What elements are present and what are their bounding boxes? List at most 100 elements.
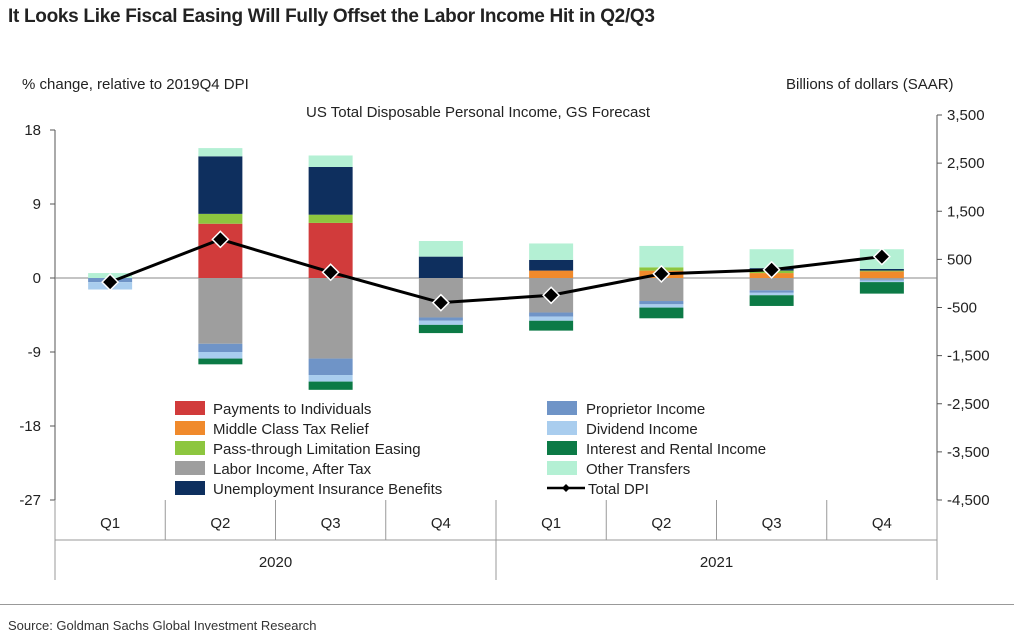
left-tick-label: 0 <box>33 270 41 287</box>
bar-segment <box>308 167 353 215</box>
total-dpi-line <box>109 237 883 305</box>
left-tick-label: 18 <box>24 122 41 139</box>
right-tick-label: -3,500 <box>947 444 990 461</box>
bar-segment <box>308 381 353 390</box>
bar-segment <box>749 292 794 296</box>
bar-segment <box>749 290 794 293</box>
bar-segment <box>529 259 574 271</box>
bar-segment <box>639 278 684 302</box>
legend-swatch <box>547 421 577 435</box>
right-axis-label: Billions of dollars (SAAR) <box>786 76 954 93</box>
right-tick-label: 3,500 <box>947 107 985 124</box>
bar-segment <box>529 316 574 321</box>
bar-segment <box>308 278 353 359</box>
legend-label: Middle Class Tax Relief <box>213 421 369 438</box>
bar-segment <box>198 358 243 365</box>
chart-svg: 18 9 0 -9 -18 -27 3,500 2,500 1,500 500 -500 -1,500… <box>19 107 990 580</box>
total-dpi-point <box>321 263 340 282</box>
total-dpi-point <box>652 264 671 283</box>
total-dpi-point <box>431 293 450 312</box>
bar-segment <box>418 241 463 257</box>
x-tick-label: Q3 <box>321 515 341 532</box>
legend-swatch <box>547 441 577 455</box>
legend-label: Dividend Income <box>586 421 698 438</box>
right-tick-label: 2,500 <box>947 155 985 172</box>
bar-segment <box>859 282 904 294</box>
bar-segment <box>859 279 904 281</box>
bar-segment <box>308 214 353 223</box>
legend-swatch <box>175 401 205 415</box>
left-axis-label: % change, relative to 2019Q4 DPI <box>22 76 249 93</box>
bar-segment <box>859 271 904 278</box>
left-tick-label: -27 <box>19 492 41 509</box>
x-tick-label: Q4 <box>431 515 451 532</box>
total-dpi-point <box>101 273 120 292</box>
source-note: Source: Goldman Sachs Global Investment … <box>8 618 317 633</box>
legend-label: Payments to Individuals <box>213 401 371 418</box>
x-tick-label: Q2 <box>210 515 230 532</box>
legend-label: Total DPI <box>588 481 649 498</box>
legend-label: Interest and Rental Income <box>586 441 766 458</box>
bar-segment <box>308 375 353 382</box>
right-tick-label: -4,500 <box>947 492 990 509</box>
bar-segment <box>749 278 794 291</box>
bar-segment <box>198 352 243 359</box>
legend-label: Pass-through Limitation Easing <box>213 441 421 458</box>
bar-segment <box>529 243 574 260</box>
bar-segment <box>749 295 794 306</box>
bar-segment <box>198 156 243 214</box>
x-tick-label: Q3 <box>762 515 782 532</box>
total-dpi-point <box>211 230 230 249</box>
legend-swatch <box>547 401 577 415</box>
right-tick-label: -500 <box>947 300 977 317</box>
bar-segment <box>639 304 684 308</box>
x-tick-label: Q1 <box>100 515 120 532</box>
left-tick-label: 9 <box>33 196 41 213</box>
legend-line-marker <box>562 484 570 492</box>
legend-label: Unemployment Insurance Benefits <box>213 481 442 498</box>
chart-subtitle: US Total Disposable Personal Income, GS … <box>306 104 651 121</box>
bar-segment <box>859 268 904 271</box>
right-tick-label: 1,500 <box>947 203 985 220</box>
year-label: 2021 <box>700 554 733 571</box>
bar-segment <box>308 358 353 376</box>
bar-segment <box>749 249 794 269</box>
bar-segment <box>859 280 904 283</box>
x-tick-label: Q1 <box>541 515 561 532</box>
right-tick-label: -1,500 <box>947 348 990 365</box>
legend-swatch <box>547 461 577 475</box>
total-dpi-point <box>542 286 561 305</box>
bar-segment <box>639 307 684 319</box>
bar-segment <box>418 324 463 334</box>
legend-swatch <box>175 421 205 435</box>
x-tick-label: Q4 <box>872 515 892 532</box>
total-dpi-point <box>872 247 891 266</box>
right-tick-label: -2,500 <box>947 396 990 413</box>
bar-segment <box>198 213 243 224</box>
bar-segment <box>529 312 574 317</box>
bar-segment <box>639 245 684 268</box>
legend-label: Other Transfers <box>586 461 690 478</box>
bar-segment <box>418 256 463 278</box>
bar-segment <box>418 320 463 325</box>
year-label: 2020 <box>259 554 292 571</box>
bar-segment <box>308 155 353 167</box>
legend-swatch <box>175 461 205 475</box>
bar-segment <box>198 278 243 344</box>
legend-swatch <box>175 441 205 455</box>
right-tick-label: 500 <box>947 251 972 268</box>
bar-segment <box>198 343 243 352</box>
legend-label: Proprietor Income <box>586 401 705 418</box>
bar-segment <box>418 317 463 321</box>
left-tick-label: -9 <box>28 344 41 361</box>
bar-segment <box>639 301 684 305</box>
total-dpi-point <box>762 260 781 279</box>
left-tick-label: -18 <box>19 418 41 435</box>
x-tick-label: Q2 <box>651 515 671 532</box>
legend-label: Labor Income, After Tax <box>213 461 372 478</box>
bar-segment <box>529 270 574 278</box>
bar-segment <box>859 278 904 280</box>
bar-segment <box>859 270 904 272</box>
legend-swatch <box>175 481 205 495</box>
footer-divider <box>0 604 1014 605</box>
